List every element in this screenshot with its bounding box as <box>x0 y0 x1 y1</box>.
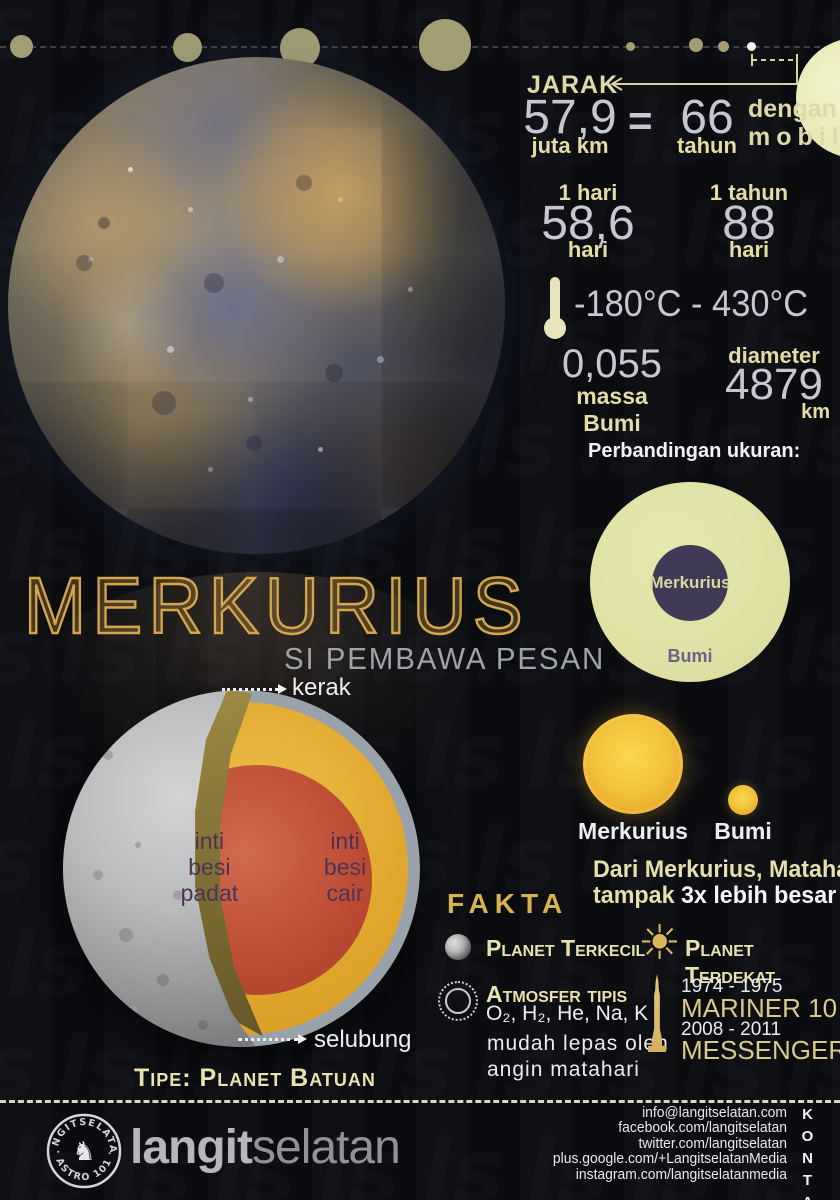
sun-size-note: Dari Merkurius, Matahari tampak 3x lebih… <box>593 856 840 910</box>
mission-name: MESSENGER <box>681 1035 840 1065</box>
contact-instagram: instagram.com/langitselatanmedia <box>575 1166 787 1183</box>
contact-email: info@langitselatan.com <box>642 1105 787 1121</box>
distance-value: 57,9 <box>523 91 617 144</box>
car-note-line1: dengan <box>748 95 837 123</box>
crust-label: kerak <box>292 674 351 701</box>
equals-sign: = <box>628 97 653 144</box>
footer-divider <box>0 1100 840 1103</box>
sun-note-line1: Dari Merkurius, Matahari <box>593 856 840 883</box>
distance-measure-lines <box>610 54 798 91</box>
planet-size-dot <box>689 38 703 52</box>
planet-type-label: Tipe: Planet Batuan <box>134 1064 376 1092</box>
mercury-comparison-circle: Merkurius <box>649 545 731 621</box>
year-value: 88 <box>722 197 776 250</box>
atmosphere-gases: O₂, H₂, He, Na, K <box>486 1002 649 1025</box>
diameter-value: 4879 <box>725 360 823 409</box>
size-comparison-title: Perbandingan ukuran: <box>588 440 801 462</box>
contact-twitter: twitter.com/langitselatan <box>638 1135 787 1152</box>
langitselatan-stamp-logo: LANGITSELATAN · ASTRO 101 · ♞ <box>45 1112 122 1189</box>
closest-planet-label: Planet Terdekat <box>685 935 776 988</box>
year-unit: hari <box>728 237 770 262</box>
car-years-unit: tahun <box>677 133 737 158</box>
day-value: 58,6 <box>541 197 635 250</box>
atmosphere-title: Atmosfer tipis <box>486 981 628 1007</box>
earth-comparison-label: Bumi <box>667 646 713 666</box>
mission-years: 2008 - 2011 <box>681 1019 782 1040</box>
liquid-core-label: inti besi cair <box>323 828 367 906</box>
langitselatan-wordmark: langitselatan <box>130 1120 401 1175</box>
temperature-range: -180°C - 430°C <box>574 283 809 324</box>
thermometer-stem <box>550 277 560 325</box>
sun-from-mercury-label: Merkurius <box>578 818 688 844</box>
year-label: 1 tahun <box>709 180 789 205</box>
thin-atmosphere-icon <box>438 981 478 1021</box>
earth-comparison-circle: Merkurius Bumi <box>590 482 790 682</box>
interior-cutaway-diagram: inti besi padat inti besi cair <box>63 690 420 1047</box>
day-unit: hari <box>567 237 609 262</box>
small-planet-icon <box>445 934 471 960</box>
contact-googleplus: plus.google.com/+LangitselatanMedia <box>552 1151 787 1168</box>
thermometer-icon <box>543 277 567 339</box>
smallest-planet-label: Planet Terkecil <box>486 935 646 961</box>
day-label: 1 hari <box>558 180 618 205</box>
mercury-comparison-label: Merkurius <box>649 573 731 592</box>
planet-size-dot <box>173 33 202 62</box>
planet-size-dot <box>419 19 471 71</box>
thermometer-bulb <box>544 317 566 339</box>
contact-facebook: facebook.com/langitselatan <box>618 1120 787 1137</box>
planet-size-dot <box>626 42 635 51</box>
page-title: MERKURIUS <box>23 560 530 652</box>
planet-size-dot <box>718 41 729 52</box>
sun-note-bold: 3x lebih besar <box>680 882 837 910</box>
diameter-unit: km <box>801 401 830 423</box>
facts-title: FAKTA <box>447 888 569 919</box>
mission-years: 1974 - 1975 <box>681 976 783 997</box>
sun-note-line2: tampak 3x lebih besar <box>593 882 837 910</box>
mercury-planet-image <box>8 57 505 554</box>
crust-arrow <box>222 684 287 694</box>
wordmark-bold: langit <box>130 1121 253 1174</box>
atmosphere-note: mudah lepas oleh angin matahari <box>487 1032 669 1082</box>
car-years-value: 66 <box>680 91 734 144</box>
mission-name: MARINER 10 <box>681 993 838 1023</box>
wordmark-light: selatan <box>252 1121 401 1174</box>
mantle-arrow <box>238 1034 307 1044</box>
mercury-dot <box>747 42 756 51</box>
distance-label: JARAK <box>527 71 619 99</box>
contact-list: info@langitselatan.com facebook.com/lang… <box>499 1105 787 1183</box>
planet-size-dot <box>10 35 33 58</box>
car-note-line2: mobil <box>748 123 840 151</box>
sun-from-earth-circle <box>728 785 758 815</box>
diameter-label: diameter <box>728 343 820 368</box>
kontak-vertical-label: KONTAK <box>799 1106 816 1200</box>
page-subtitle: SI PEMBAWA PESAN <box>284 641 606 676</box>
centaur-icon: ♞ <box>72 1137 95 1167</box>
mass-unit: massa Bumi <box>576 383 648 436</box>
solid-core-label: inti besi padat <box>180 828 239 906</box>
distance-unit: juta km <box>531 133 609 158</box>
mantle-label: selubung <box>314 1026 412 1053</box>
mass-value: 0,055 <box>561 342 663 386</box>
sun-from-earth-label: Bumi <box>714 818 772 844</box>
thin-atmosphere-icon-inner <box>445 988 471 1014</box>
sun-from-mercury-circle <box>583 714 683 814</box>
sun-icon: ☀ <box>638 917 682 970</box>
